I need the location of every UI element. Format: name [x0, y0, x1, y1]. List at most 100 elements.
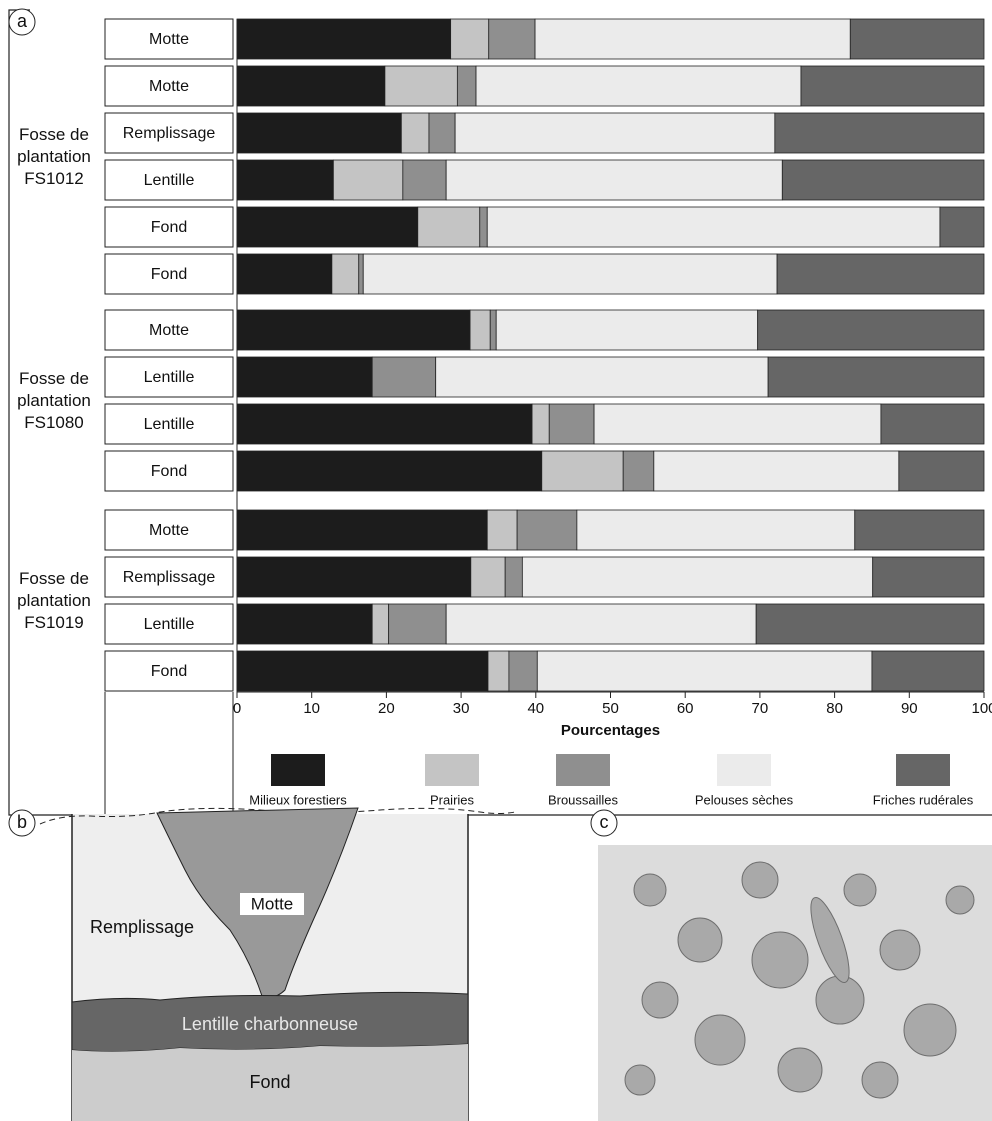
category-box [104, 556, 234, 598]
x-tick-label: 80 [826, 700, 843, 717]
bar-segment [776, 253, 985, 295]
bar-segment [445, 603, 757, 645]
category-label: Fond [151, 266, 187, 283]
bar-segment [495, 309, 759, 351]
group-label: Fosse de plantation FS1080 [17, 368, 91, 432]
category-label: Lentille [144, 369, 195, 386]
bar-segment [767, 356, 985, 398]
bar-segment [454, 112, 776, 154]
bar-segment [358, 253, 364, 295]
bar-segment [898, 450, 985, 492]
category-label: Motte [149, 322, 189, 339]
category-box [104, 18, 234, 60]
legend-label: Prairies [430, 792, 475, 807]
bar-segment [400, 112, 430, 154]
category-box [104, 509, 234, 551]
category-label: Motte [149, 31, 189, 48]
bar-segment [402, 159, 447, 201]
bar-segment [849, 18, 985, 60]
legend-swatch [896, 754, 950, 786]
category-box [104, 450, 234, 492]
bar-segment [541, 450, 624, 492]
bar-segment [871, 650, 985, 692]
bar-segment [593, 403, 882, 445]
bar-segment [653, 450, 900, 492]
category-label: Fond [151, 219, 187, 236]
x-tick-label: 10 [303, 700, 320, 717]
category-label: Lentille [144, 616, 195, 633]
bar-segment [332, 159, 404, 201]
category-box [104, 603, 234, 645]
bar-segment [755, 603, 985, 645]
bar-segment [236, 112, 402, 154]
legend-label: Milieux forestiers [249, 792, 347, 807]
bar-segment [872, 556, 985, 598]
category-label: Remplissage [123, 569, 216, 586]
panel-marker [8, 809, 36, 837]
bar-segment [489, 309, 497, 351]
label-bg [240, 893, 304, 915]
category-box [104, 159, 234, 201]
bar-segment [939, 206, 985, 248]
legend-label: Broussailles [548, 792, 619, 807]
panel-label: c [600, 812, 609, 832]
category-box [104, 403, 234, 445]
bar-segment [236, 253, 333, 295]
bar-segment [880, 403, 985, 445]
category-box [104, 309, 234, 351]
x-tick-label: 30 [453, 700, 470, 717]
legend-swatch [425, 754, 479, 786]
bar-segment [479, 206, 488, 248]
legend-swatch [717, 754, 771, 786]
fond-area [72, 1044, 468, 1121]
category-label: Fond [151, 463, 187, 480]
bar-segment [236, 65, 386, 107]
category-box [104, 112, 234, 154]
bar-segment [475, 65, 802, 107]
bar-segment [486, 206, 941, 248]
bar-segment [236, 18, 452, 60]
x-tick-label: 50 [602, 700, 619, 717]
bar-segment [362, 253, 778, 295]
bar-segment [428, 112, 456, 154]
bar-segment [487, 650, 510, 692]
group-label: Fosse de plantation FS1019 [17, 568, 91, 632]
bar-segment [548, 403, 595, 445]
x-tick-label: 90 [901, 700, 918, 717]
bar-segment [504, 556, 523, 598]
bar-segment [757, 309, 985, 351]
category-box [104, 253, 234, 295]
x-tick-label: 0 [233, 700, 241, 717]
bar-segment [576, 509, 856, 551]
bar-segment [236, 309, 471, 351]
remplissage-label: Remplissage [90, 917, 194, 937]
panel-marker [590, 809, 618, 837]
bar-segment [469, 309, 491, 351]
group-label: Fosse de plantation FS1012 [17, 124, 91, 188]
panel-marker [8, 8, 36, 36]
bar-segment [236, 509, 488, 551]
x-tick-label: 60 [677, 700, 694, 717]
category-label: Remplissage [123, 125, 216, 142]
bar-segment [486, 509, 518, 551]
x-axis-title: Pourcentages [561, 722, 660, 739]
bar-segment [516, 509, 578, 551]
bar-segment [435, 356, 769, 398]
bar-segment [781, 159, 985, 201]
category-label: Motte [149, 78, 189, 95]
x-tick-label: 100 [971, 700, 992, 717]
bar-segment [508, 650, 538, 692]
legend-label: Friches rudérales [873, 792, 974, 807]
bar-segment [236, 450, 543, 492]
x-tick-label: 40 [527, 700, 544, 717]
bar-segment [774, 112, 985, 154]
panel-label: a [17, 11, 28, 31]
bar-segment [388, 603, 447, 645]
category-box [104, 206, 234, 248]
legend-swatch [556, 754, 610, 786]
legend-label: Pelouses sèches [695, 792, 794, 807]
fond-label: Fond [249, 1072, 290, 1092]
lentille-label: Lentille charbonneuse [182, 1014, 358, 1034]
